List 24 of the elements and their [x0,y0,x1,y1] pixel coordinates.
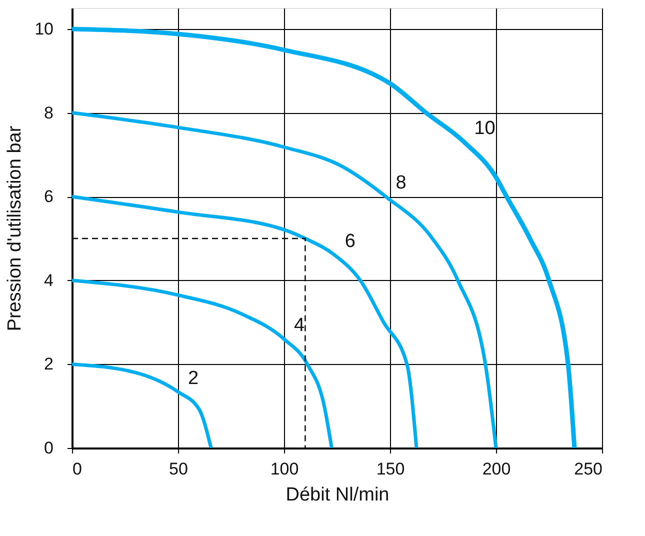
x-tick-label: 150 [376,460,405,478]
x-tick-label: 0 [72,460,82,478]
series-label: 10 [474,118,496,140]
x-axis-title: Débit Nl/min [286,484,390,506]
series-label: 4 [294,315,305,336]
line-series [72,194,418,448]
series-label: 2 [188,368,199,389]
y-tick-label: 8 [44,103,54,122]
x-tick-label: 200 [482,460,511,478]
series-label: 8 [396,172,406,194]
y-tick-label: 4 [44,270,54,290]
line-series [72,111,498,448]
y-tick-label: 10 [34,19,54,38]
y-tick-label: 2 [44,354,54,374]
x-tick-label: 50 [169,460,188,478]
line-series [72,362,213,448]
line-series [72,278,334,448]
x-tick-label: 250 [574,460,602,478]
y-tick-label: 0 [44,438,54,458]
series-label: 6 [344,231,356,252]
y-axis-title: Pression d'utilisation bar [4,125,26,332]
x-tick-label: 100 [270,460,299,478]
line-series [72,26,577,448]
y-tick-label: 6 [44,187,54,206]
